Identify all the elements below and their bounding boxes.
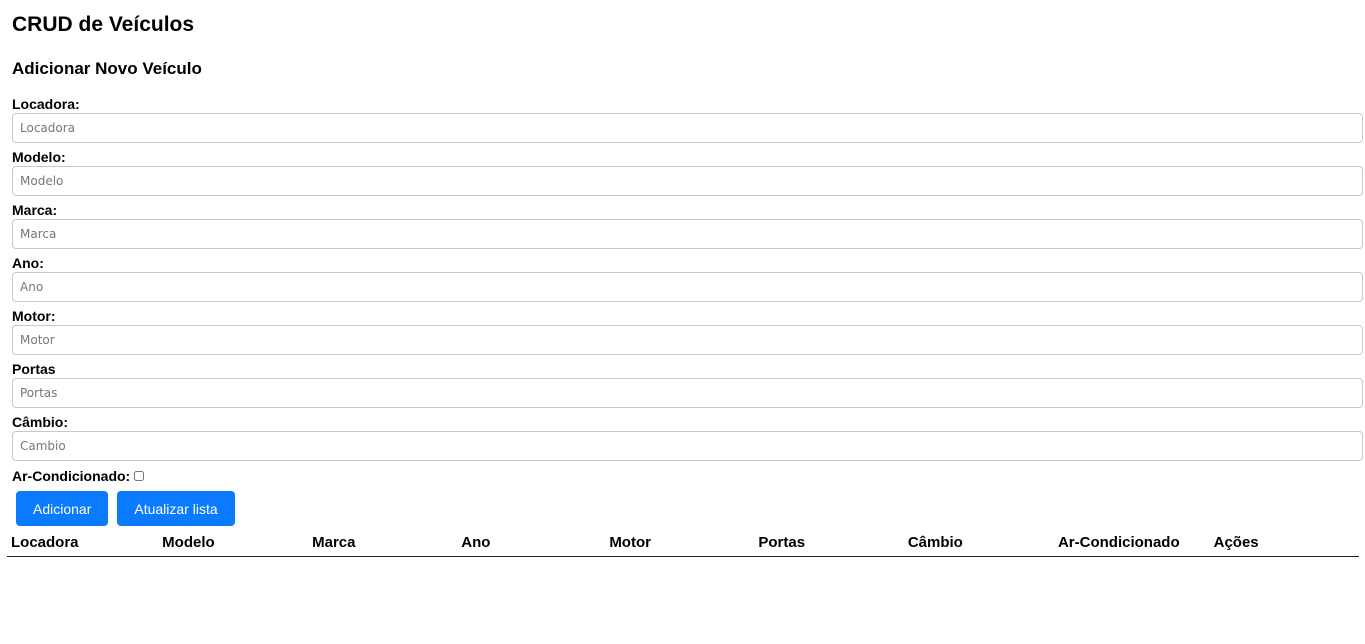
col-cambio: Câmbio xyxy=(903,531,1054,557)
locadora-label: Locadora: xyxy=(12,96,80,112)
ac-checkbox[interactable] xyxy=(134,470,145,481)
add-button[interactable]: Adicionar xyxy=(16,491,109,526)
marca-label: Marca: xyxy=(12,202,58,218)
vehicles-table: Locadora Modelo Marca Ano Motor Portas C… xyxy=(7,531,1359,557)
vehicle-form: Locadora: Modelo: Marca: Ano: Motor: Por… xyxy=(12,96,1363,526)
ac-label: Ar-Condicionado: xyxy=(12,467,131,484)
marca-input[interactable] xyxy=(12,219,1363,249)
table-header-row: Locadora Modelo Marca Ano Motor Portas C… xyxy=(7,531,1359,557)
modelo-input[interactable] xyxy=(12,166,1363,196)
form-title: Adicionar Novo Veículo xyxy=(12,59,202,78)
refresh-list-button[interactable]: Atualizar lista xyxy=(117,491,235,526)
cambio-input[interactable] xyxy=(12,431,1363,461)
col-acoes: Ações xyxy=(1209,531,1359,557)
col-ano: Ano xyxy=(457,531,606,557)
cambio-label: Câmbio: xyxy=(12,414,68,430)
motor-label: Motor: xyxy=(12,308,56,324)
col-ar-condicionado: Ar-Condicionado xyxy=(1053,531,1210,557)
modelo-label: Modelo: xyxy=(12,149,66,165)
col-marca: Marca xyxy=(308,531,458,557)
col-modelo: Modelo xyxy=(158,531,309,557)
col-motor: Motor xyxy=(605,531,755,557)
ac-row: Ar-Condicionado: xyxy=(12,467,1353,484)
portas-input[interactable] xyxy=(12,378,1363,408)
ano-label: Ano: xyxy=(12,255,44,271)
locadora-input[interactable] xyxy=(12,113,1363,143)
portas-label: Portas xyxy=(12,361,56,377)
motor-input[interactable] xyxy=(12,325,1363,355)
form-actions: Adicionar Atualizar lista xyxy=(16,491,1353,526)
page: CRUD de Veículos Adicionar Novo Veículo … xyxy=(7,13,1363,557)
col-locadora: Locadora xyxy=(7,531,159,557)
page-title: CRUD de Veículos xyxy=(12,13,195,36)
ano-input[interactable] xyxy=(12,272,1363,302)
col-portas: Portas xyxy=(754,531,904,557)
